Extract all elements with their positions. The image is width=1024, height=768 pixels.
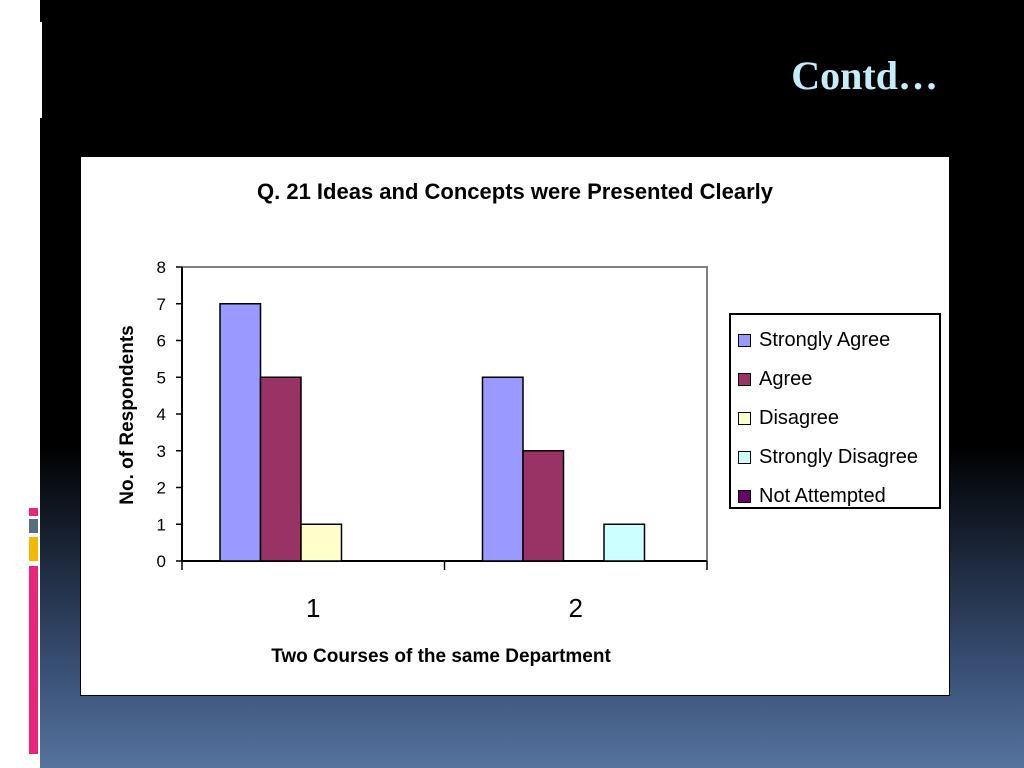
- accent-bar-pink: [29, 508, 38, 516]
- bar-agree-1: [259, 376, 302, 562]
- x-category-label: 1: [306, 593, 320, 623]
- legend-item: Disagree: [738, 399, 939, 438]
- legend-swatch: [738, 451, 751, 464]
- bar-chart: Q. 21 Ideas and Concepts were Presented …: [117, 179, 774, 667]
- chart-legend: Strongly Agree Agree Disagree Strongly Disa…: [729, 313, 941, 509]
- y-axis-label: No. of Respondents: [117, 325, 138, 504]
- accent-bar-yellow: [29, 537, 38, 561]
- y-tick-label: 3: [157, 442, 166, 461]
- slide-title: Contd…: [791, 53, 938, 98]
- y-tick-label: 1: [157, 515, 166, 534]
- chart-box: Q. 21 Ideas and Concepts were Presented …: [80, 156, 950, 696]
- y-tick-label: 2: [157, 479, 166, 498]
- legend-item: Strongly Disagree: [738, 438, 939, 477]
- legend-item: Not Attempted: [738, 477, 939, 516]
- y-tick-label: 5: [157, 368, 166, 387]
- legend-label: Disagree: [759, 407, 840, 429]
- legend-item: Strongly Agree: [738, 321, 939, 360]
- legend-label: Not Attempted: [759, 485, 886, 507]
- accent-bar-magenta: [29, 566, 38, 754]
- legend-swatch: [738, 412, 751, 425]
- chart-title: Q. 21 Ideas and Concepts were Presented …: [257, 179, 774, 204]
- legend-label: Agree: [759, 368, 813, 390]
- x-axis-label: Two Courses of the same Department: [271, 646, 611, 667]
- bar-disagree-1: [300, 523, 343, 562]
- y-tick-label: 0: [157, 552, 166, 571]
- legend-swatch: [738, 490, 751, 503]
- y-tick-label: 4: [157, 405, 166, 424]
- legend-item: Agree: [738, 360, 939, 399]
- bar-strongly-agree-2: [481, 376, 524, 562]
- decorative-bars: [18, 22, 42, 118]
- x-category-label: 2: [569, 593, 583, 623]
- bar-strongly-agree-1: [219, 303, 262, 562]
- legend-label: Strongly Agree: [759, 329, 891, 351]
- legend-label: Strongly Disagree: [759, 446, 918, 468]
- y-tick-label: 6: [157, 332, 166, 351]
- legend-swatch: [738, 334, 751, 347]
- y-tick-label: 8: [157, 258, 166, 277]
- bar-agree-2: [522, 450, 565, 562]
- legend-swatch: [738, 373, 751, 386]
- bar-strongly-disagree-2: [603, 523, 646, 562]
- y-tick-label: 7: [157, 295, 166, 314]
- accent-bar-slate: [29, 519, 38, 533]
